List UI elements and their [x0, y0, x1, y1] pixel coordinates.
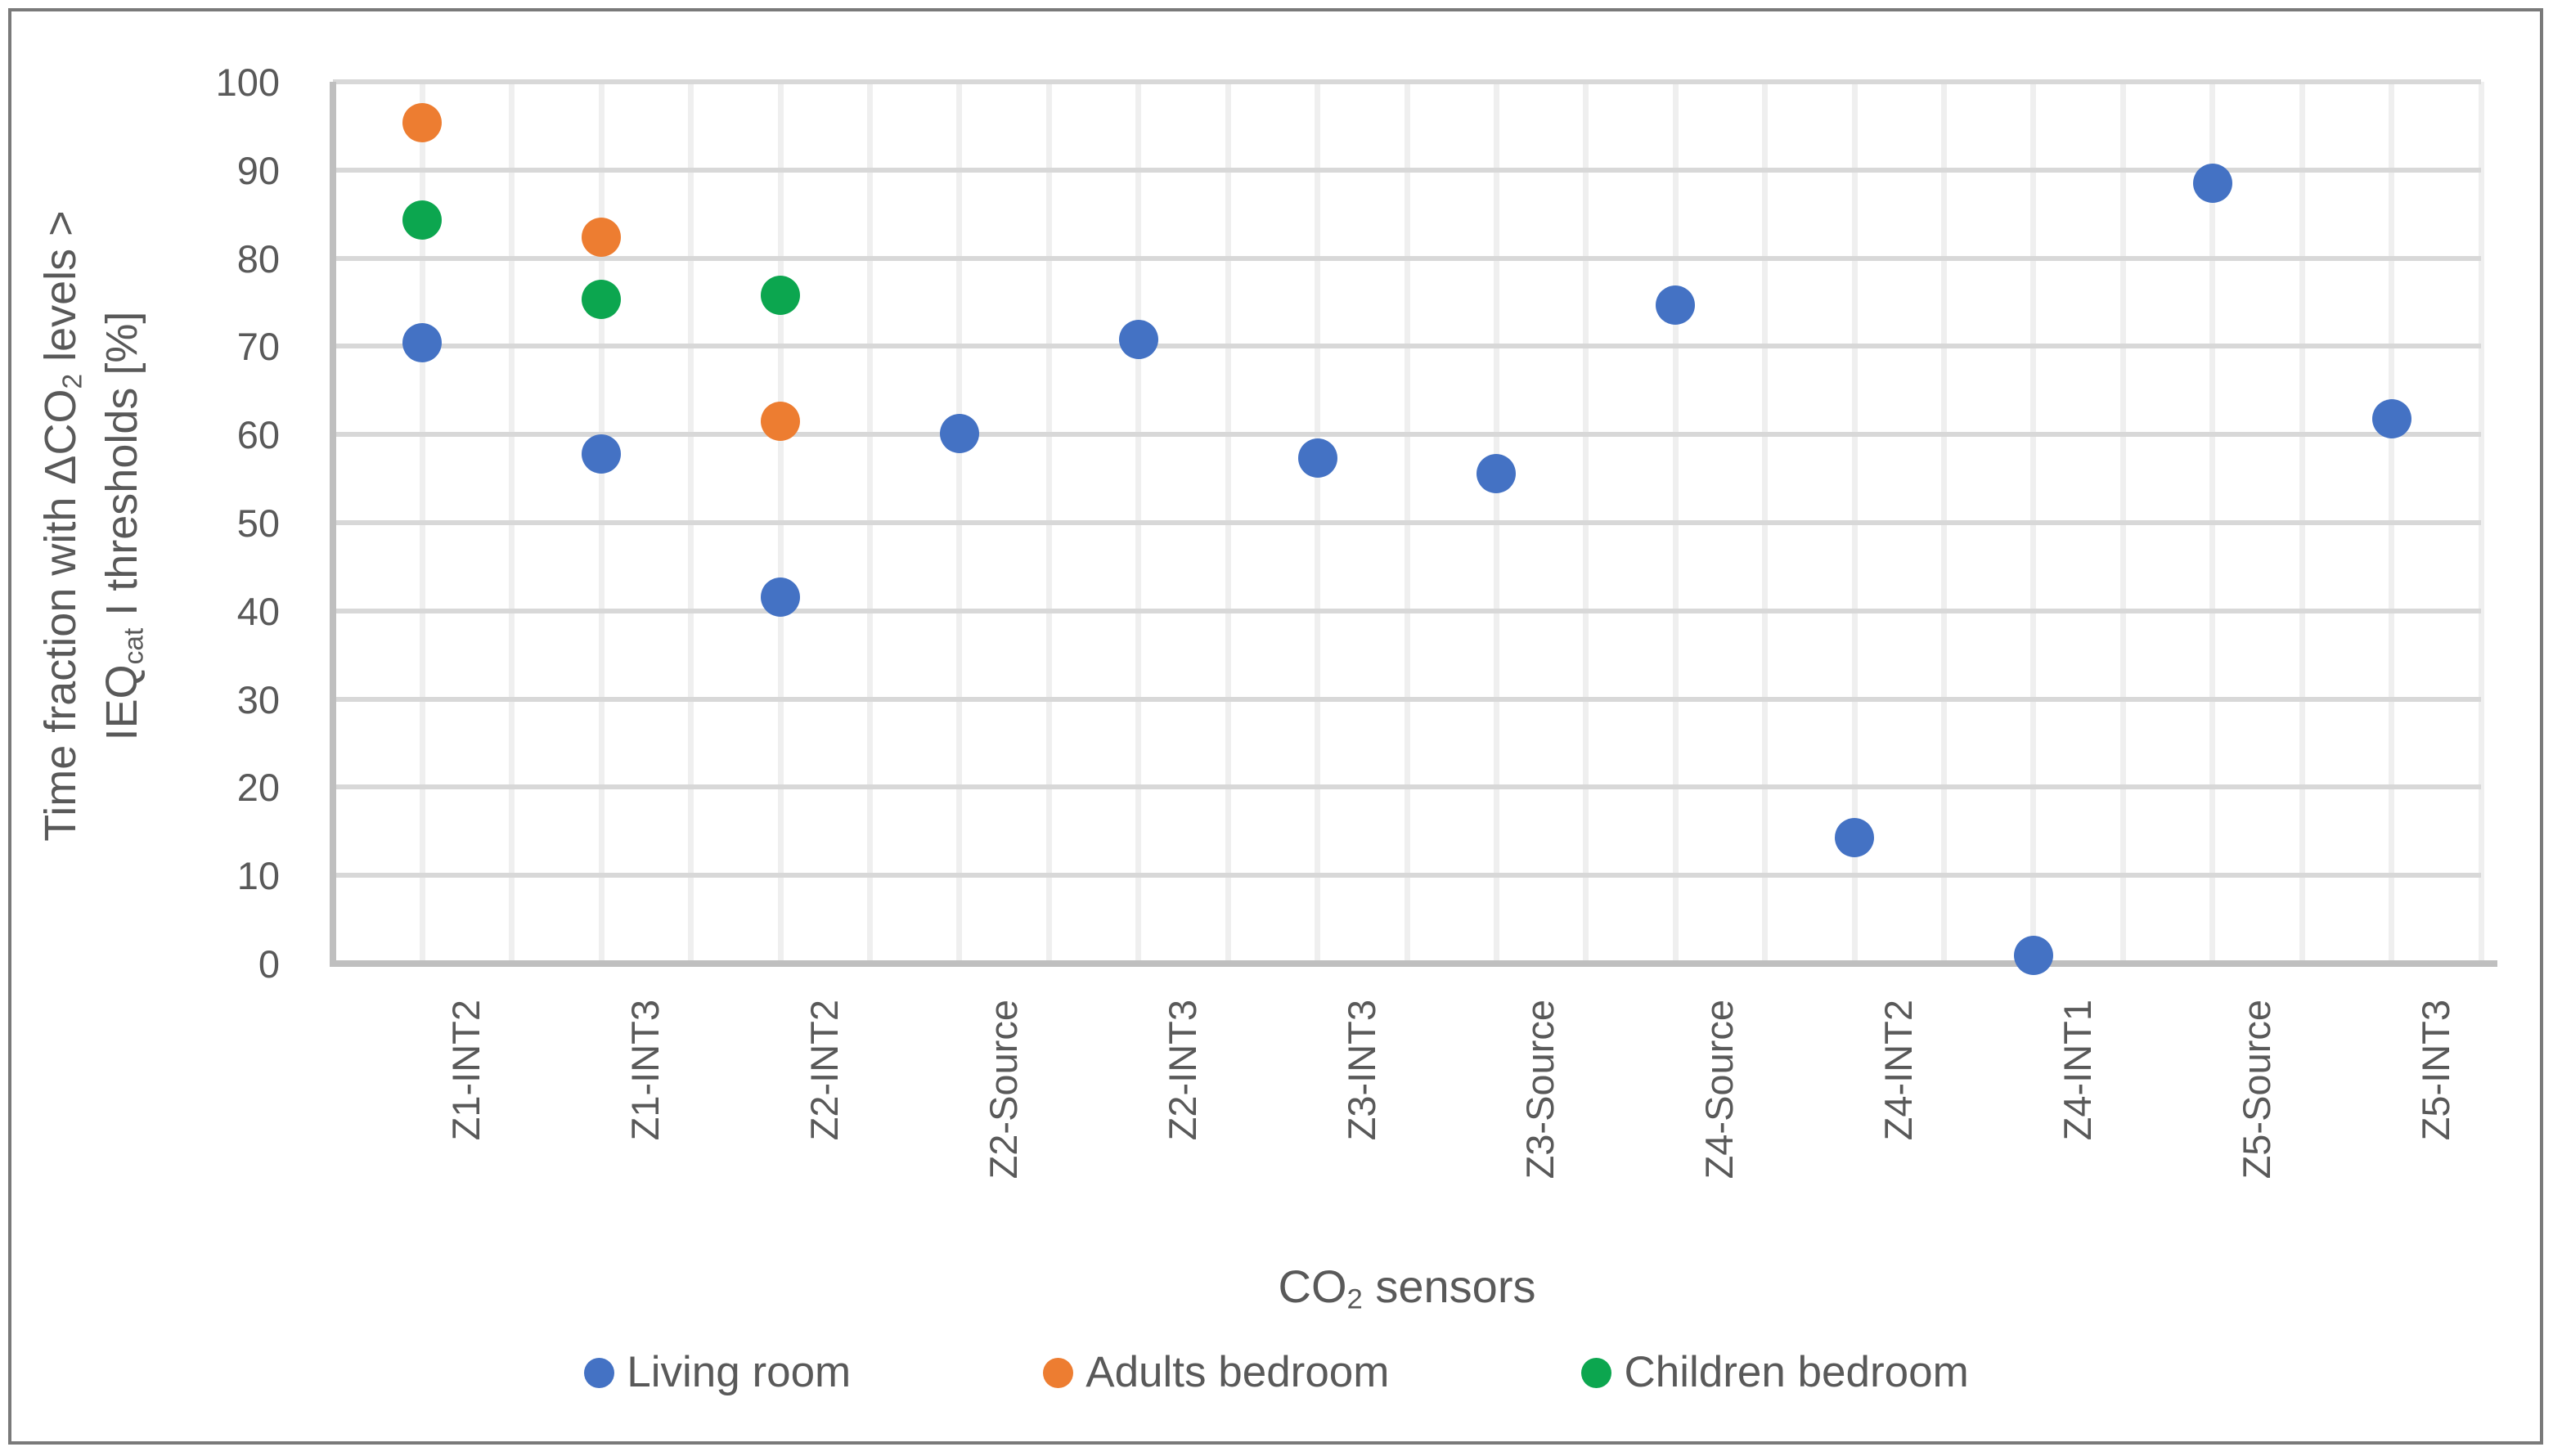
y-tick-label: 40	[236, 589, 280, 633]
x-category-label-text: Z4-INT1	[2055, 1000, 2099, 1141]
x-category-label-text: Z2-INT3	[1160, 1000, 1204, 1141]
y-tick-label: 70	[236, 325, 280, 369]
label-text: sensors	[1362, 1261, 1536, 1312]
vertical-gridline	[2478, 82, 2484, 964]
legend-marker	[584, 1357, 615, 1388]
data-point	[402, 323, 443, 363]
horizontal-gridline	[333, 696, 2481, 702]
legend-marker	[1043, 1357, 1074, 1388]
horizontal-gridline	[333, 344, 2481, 349]
legend: Living room Adults bedroom Children bedroo…	[0, 1350, 2553, 1395]
horizontal-gridline	[333, 167, 2481, 173]
horizontal-gridline	[333, 608, 2481, 613]
x-axis-title: CO2 sensors	[333, 1262, 2481, 1324]
data-point	[1656, 285, 1696, 325]
data-point	[1835, 817, 1875, 857]
y-tick-label: 60	[236, 413, 280, 457]
x-axis-line	[330, 960, 2497, 967]
horizontal-gridline	[333, 255, 2481, 261]
y-tick-label: 90	[236, 148, 280, 192]
legend-item: Adults bedroom	[1043, 1350, 1389, 1395]
legend-label: Children bedroom	[1624, 1348, 1969, 1396]
x-category-label-text: Z3-Source	[1518, 1000, 1562, 1180]
data-point	[582, 280, 622, 320]
legend-label: Adults bedroom	[1085, 1348, 1390, 1396]
x-category-label-text: Z5-Source	[2234, 1000, 2278, 1180]
data-point	[582, 434, 622, 474]
data-point	[402, 200, 443, 240]
data-point	[1477, 453, 1517, 493]
data-point	[761, 275, 801, 315]
y-tick-label: 30	[236, 677, 280, 721]
horizontal-gridline	[333, 784, 2481, 790]
y-tick-label: 0	[258, 942, 280, 986]
legend-item: Children bedroom	[1581, 1348, 1969, 1396]
x-category-label-text: Z5-INT3	[2413, 1000, 2457, 1141]
x-category-label-text: Z2-INT2	[802, 1000, 847, 1141]
x-category-label-text: Z1-INT2	[444, 1000, 488, 1141]
legend-marker	[1581, 1357, 1612, 1388]
data-point	[939, 414, 979, 454]
data-point	[582, 217, 622, 257]
data-point	[761, 577, 801, 617]
x-category-label-text: Z3-INT3	[1339, 1000, 1383, 1141]
legend-label: Living room	[627, 1348, 852, 1396]
data-point	[761, 402, 801, 442]
label-text: CO	[1278, 1261, 1347, 1312]
subscript-text: 2	[1346, 1283, 1363, 1315]
horizontal-gridline	[333, 520, 2481, 525]
y-tick-label: 50	[236, 501, 280, 545]
data-point	[1297, 438, 1337, 479]
y-tick-label: 80	[236, 236, 280, 281]
data-point	[402, 102, 443, 142]
x-category-label-text: Z4-INT2	[1877, 1000, 1921, 1141]
horizontal-gridline	[333, 79, 2481, 84]
x-category-label-text: Z2-Source	[981, 1000, 1025, 1180]
y-axis-line	[330, 82, 336, 967]
data-point	[2013, 936, 2053, 976]
x-category-label-text: Z4-Source	[1697, 1000, 1742, 1180]
data-point	[1118, 319, 1158, 359]
data-point	[2371, 398, 2411, 438]
data-point	[2192, 163, 2232, 203]
subscript-text: 2	[57, 373, 88, 389]
y-tick-label: 10	[236, 854, 280, 898]
horizontal-gridline	[333, 873, 2481, 879]
subscript-text: cat	[119, 627, 150, 665]
x-category-label-text: Z1-INT3	[623, 1000, 667, 1141]
y-tick-label: 20	[236, 766, 280, 810]
y-tick-label: 100	[215, 61, 280, 104]
horizontal-gridline	[333, 432, 2481, 438]
legend-item: Living room	[584, 1350, 851, 1395]
